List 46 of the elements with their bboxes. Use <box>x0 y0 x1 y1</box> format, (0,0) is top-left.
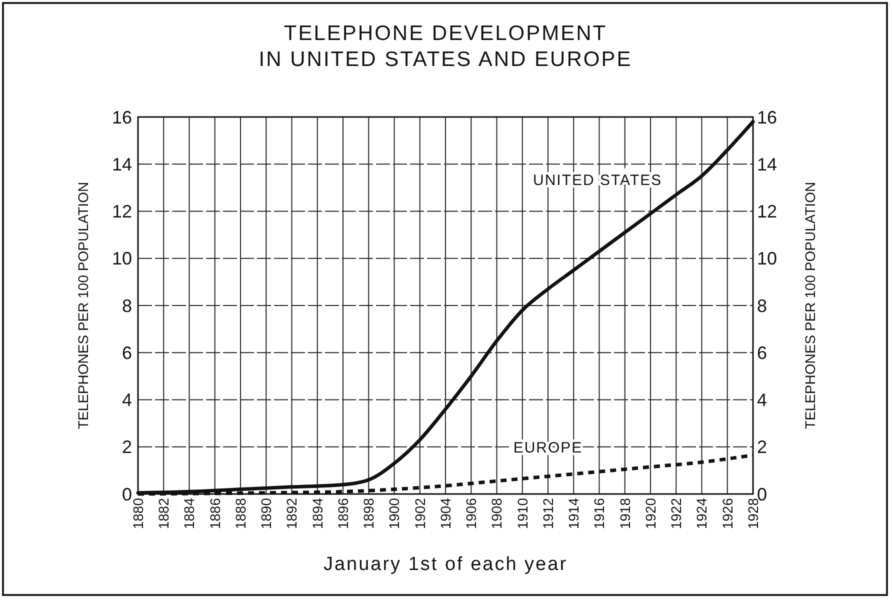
y2-tick-label: 10 <box>757 248 778 269</box>
x-tick-label: 1896 <box>334 498 351 530</box>
x-tick-label: 1902 <box>412 498 428 530</box>
x-tick-label: 1912 <box>540 498 556 530</box>
x-tick-label: 1884 <box>181 498 198 530</box>
y2-tick-label: 12 <box>757 202 778 222</box>
y2-tick-label: 0 <box>757 484 768 504</box>
x-tick-label: 1924 <box>694 498 710 530</box>
x-tick-label: 1894 <box>309 498 326 530</box>
x-tick-label: 1900 <box>386 498 402 530</box>
x-tick-label: 1920 <box>642 498 658 530</box>
y-tick-label: 8 <box>122 296 132 316</box>
x-tick-label: 1892 <box>284 498 300 530</box>
y-tick-label: 6 <box>122 342 132 363</box>
x-tick-label: 1888 <box>232 498 248 530</box>
x-tick-label: 1922 <box>668 498 684 530</box>
y2-axis-title: TELEPHONES PER 100 POPULATION <box>802 182 818 430</box>
chart-title: TELEPHONE DEVELOPMENT IN UNITED STATES AND EUROPE <box>258 22 632 71</box>
y-tick-label: 4 <box>122 390 132 410</box>
x-tick-label: 1904 <box>437 498 454 530</box>
y-axis-title: TELEPHONES PER 100 POPULATION <box>75 182 91 430</box>
y-tick-label: 12 <box>112 202 132 222</box>
x-axis-title: January 1st of each year <box>323 554 568 575</box>
x-tick-label: 1908 <box>488 498 505 530</box>
y2-tick-label: 2 <box>757 437 768 458</box>
x-tick-label: 1918 <box>616 498 633 530</box>
x-tick-label: 1906 <box>463 498 480 530</box>
x-tick-label: 1914 <box>566 498 582 530</box>
y-tick-label: 0 <box>122 484 132 504</box>
y2-tick-label: 4 <box>757 390 768 410</box>
x-tick-label: 1880 <box>130 498 146 530</box>
y-tick-label: 14 <box>112 154 132 174</box>
x-tick-label: 1886 <box>206 498 223 530</box>
x-tick-label: 1910 <box>514 498 530 530</box>
y2-tick-label: 16 <box>757 107 778 128</box>
y-tick-label: 10 <box>112 248 132 269</box>
x-tick-label: 1916 <box>591 498 608 530</box>
y-tick-label: 16 <box>112 107 132 128</box>
x-tick-label: 1926 <box>719 498 736 530</box>
y2-tick-label: 14 <box>757 154 778 174</box>
x-tick-label: 1890 <box>258 498 274 530</box>
y-tick-label: 2 <box>122 437 132 458</box>
x-tick-label: 1898 <box>360 498 377 530</box>
y2-tick-label: 8 <box>757 296 768 316</box>
y2-tick-label: 6 <box>757 342 768 363</box>
x-tick-label: 1882 <box>156 498 172 530</box>
